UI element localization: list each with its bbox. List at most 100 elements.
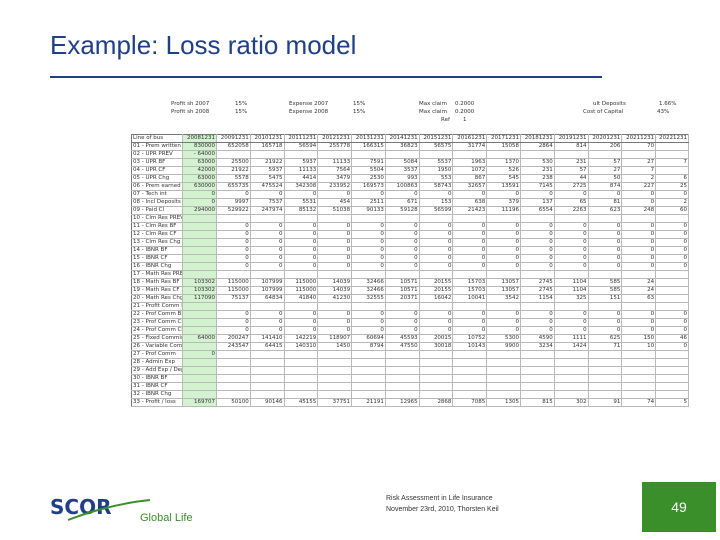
table-cell <box>418 374 454 383</box>
table-cell: 302 <box>553 398 589 407</box>
table-cell: 103302 <box>182 278 217 287</box>
table-cell <box>655 150 689 159</box>
table-cell: 36823 <box>384 142 420 151</box>
table-cell <box>621 390 657 399</box>
table-cell: 200247 <box>215 334 251 343</box>
table-cell <box>182 270 217 279</box>
table-cell: 0 <box>249 246 285 255</box>
table-cell: 7085 <box>452 398 488 407</box>
table-cell <box>621 382 657 391</box>
table-cell: 90133 <box>351 206 386 215</box>
scor-logo: SCOR Global Life <box>50 494 210 524</box>
table-cell <box>351 358 386 367</box>
table-cell <box>553 270 589 279</box>
row-label-cell: 12 - Clm Res CF <box>130 230 184 239</box>
table-cell <box>520 302 555 311</box>
table-cell: 815 <box>520 398 555 407</box>
table-cell: 0 <box>621 254 657 263</box>
table-cell: 0 <box>486 230 521 239</box>
footer-line-2: November 23rd, 2010, Thorsten Keil <box>386 506 499 513</box>
table-cell <box>283 350 319 359</box>
table-cell <box>182 342 217 351</box>
table-cell: 150 <box>621 334 657 343</box>
table-cell: 21922 <box>249 158 285 167</box>
table-cell <box>655 366 689 375</box>
table-cell: 0 <box>418 238 454 247</box>
table-cell: 0 <box>351 310 386 319</box>
table-cell: 117090 <box>182 294 217 303</box>
table-cell: 9900 <box>486 342 521 351</box>
table-cell: 0 <box>486 246 521 255</box>
table-cell: 0 <box>621 262 657 271</box>
table-cell: 0 <box>215 326 251 335</box>
table-cell: 20111231 <box>283 134 319 143</box>
table-cell <box>587 366 623 375</box>
table-cell: 0 <box>317 190 353 199</box>
table-cell <box>351 366 386 375</box>
table-cell: 0 <box>452 238 488 247</box>
table-cell <box>452 350 488 359</box>
table-cell: 247974 <box>249 206 285 215</box>
table-cell: 0 <box>655 318 689 327</box>
table-cell: 2868 <box>418 398 454 407</box>
table-cell: 27 <box>587 166 623 175</box>
table-cell: 44 <box>553 174 589 183</box>
table-row: 13 - Clm Res Chg 0 0 0 0 0 0 0 0 0 0 0 0 0 0 <box>130 238 689 247</box>
table-cell: 21191 <box>351 398 386 407</box>
table-cell: 41230 <box>317 294 353 303</box>
table-cell: 0 <box>283 230 319 239</box>
table-row: 19 - Math Res CF 103302 115000 107999 115000… <box>130 286 689 295</box>
table-cell: 11133 <box>317 158 353 167</box>
table-cell: 24 <box>621 278 657 287</box>
table-cell: 0 <box>283 326 319 335</box>
row-label-cell: 30 - IBNR BF <box>130 374 184 383</box>
table-cell <box>182 238 217 247</box>
table-cell <box>418 150 454 159</box>
table-cell: 6 <box>655 174 689 183</box>
table-row: 01 - Prem written 830000 652058 165718 56594… <box>130 142 689 151</box>
table-cell: 7 <box>621 166 657 175</box>
table-cell <box>655 166 689 175</box>
table-cell: 0 <box>655 254 689 263</box>
table-cell <box>655 358 689 367</box>
table-cell: 0 <box>621 222 657 231</box>
table-cell: 867 <box>452 174 488 183</box>
table-cell: 243547 <box>215 342 251 351</box>
table-cell: 1104 <box>553 278 589 287</box>
row-label-cell: 21 - Profit Comm PREV <box>130 302 184 311</box>
param-label: Profit sh 2008 <box>171 109 210 115</box>
table-cell <box>520 270 555 279</box>
row-label-cell: 07 - Tech int <box>130 190 184 199</box>
table-cell: 91 <box>587 398 623 407</box>
table-cell: 0 <box>384 310 420 319</box>
table-cell <box>486 214 521 223</box>
table-cell: 0 <box>249 254 285 263</box>
table-cell: 51038 <box>317 206 353 215</box>
table-cell: 30018 <box>418 342 454 351</box>
table-row: 25 - Fixed Commission6400020024714141014… <box>130 334 689 343</box>
table-cell <box>384 390 420 399</box>
table-cell: 45593 <box>384 334 420 343</box>
table-cell: 5531 <box>283 198 319 207</box>
table-cell <box>182 230 217 239</box>
table-cell <box>520 350 555 359</box>
table-cell <box>452 358 488 367</box>
table-cell: 0 <box>384 318 420 327</box>
table-cell <box>317 366 353 375</box>
table-cell: 530 <box>520 158 555 167</box>
table-cell <box>587 374 623 383</box>
table-cell <box>384 270 420 279</box>
table-cell: 57 <box>587 158 623 167</box>
table-cell: 3234 <box>520 342 555 351</box>
logo-swoosh <box>67 499 151 521</box>
table-cell <box>283 390 319 399</box>
table-cell: 325 <box>553 294 589 303</box>
table-cell: 0 <box>249 238 285 247</box>
table-cell: 1305 <box>486 398 521 407</box>
table-cell <box>317 358 353 367</box>
table-cell: 2 <box>655 198 689 207</box>
row-label-cell: 02 - UPR PREV <box>130 150 184 159</box>
table-cell: 0 <box>351 262 386 271</box>
table-cell: 58743 <box>418 182 454 191</box>
loss-ratio-table: Line of bus 20081231 20091231 20101231 20111… <box>130 134 689 407</box>
